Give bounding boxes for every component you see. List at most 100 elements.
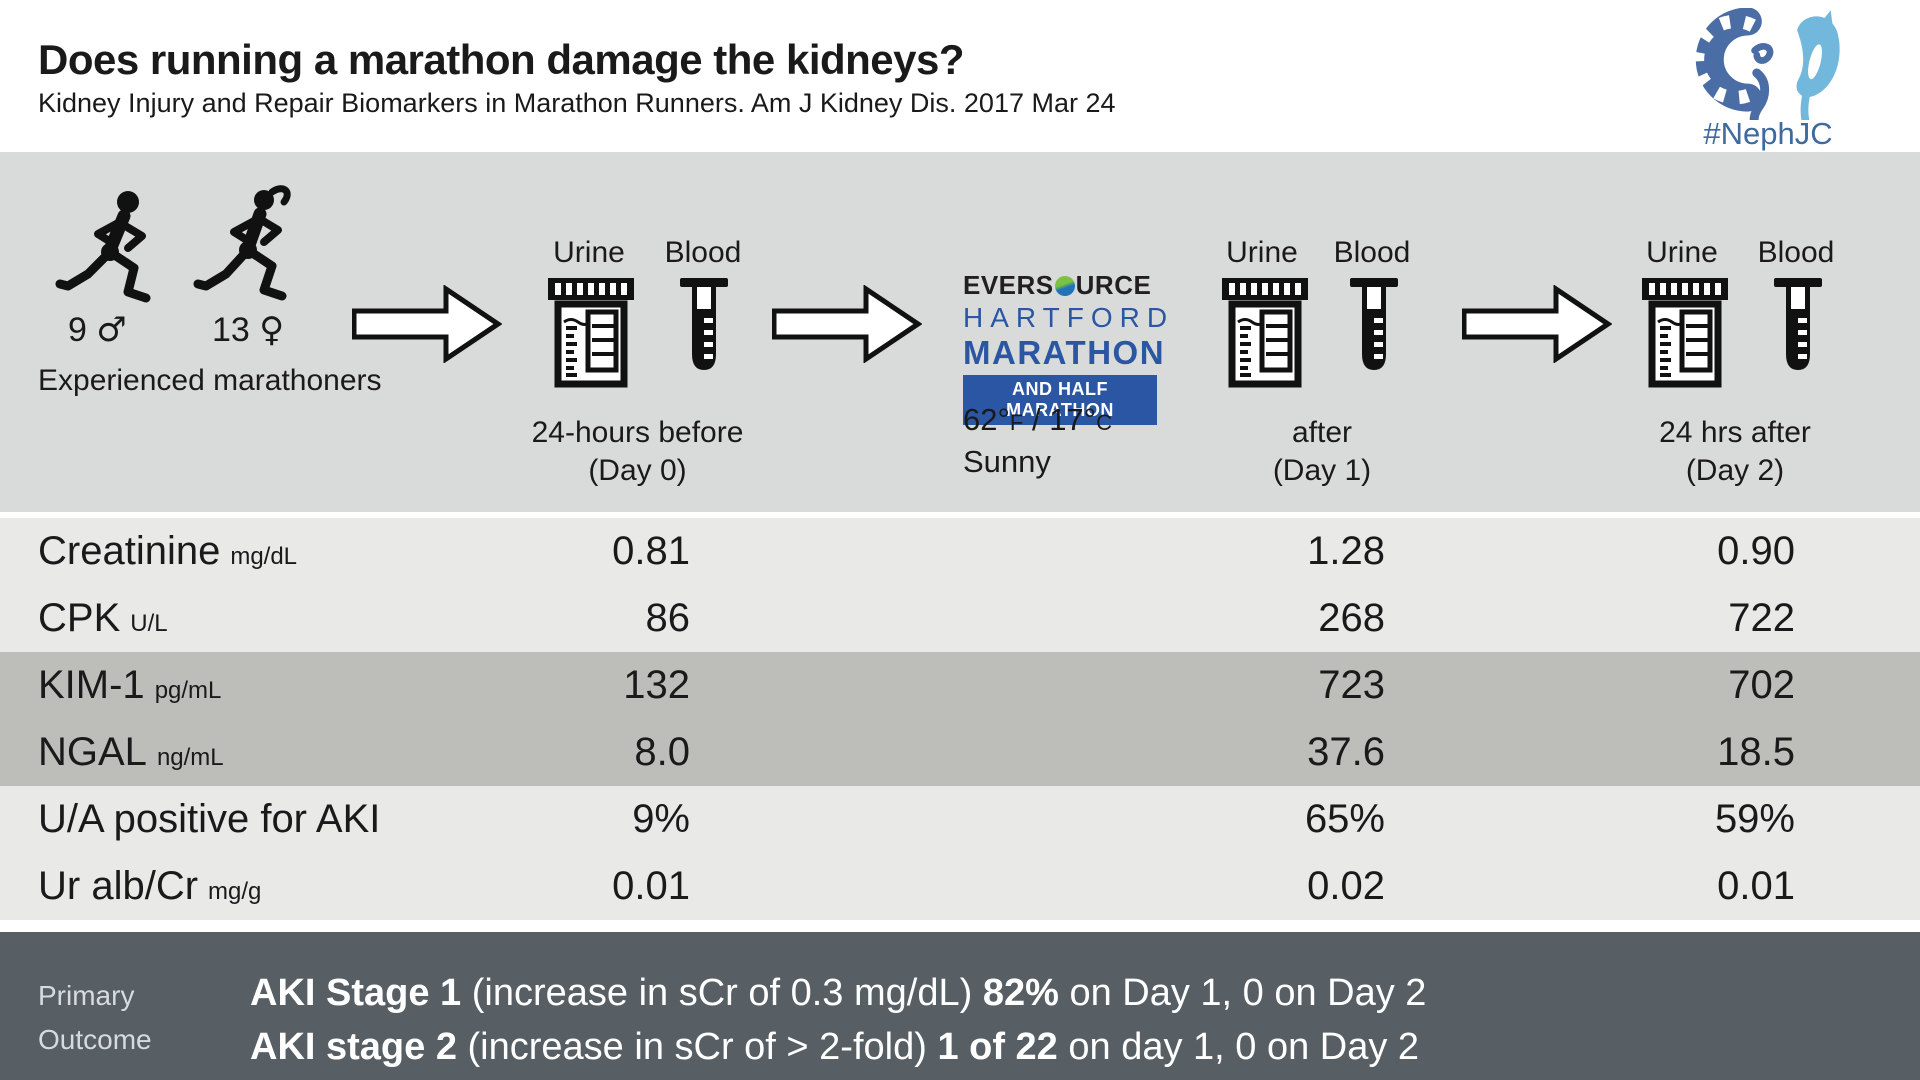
table-row: KIM-1 pg/mL 132 723 702 (0, 652, 1920, 719)
value-day2: 18.5 (1717, 730, 1795, 774)
value-day1: 268 (1318, 596, 1385, 640)
row-label: Creatinine mg/dL (38, 518, 297, 590)
female-count: 13 (212, 311, 250, 349)
temp-separator: / (1023, 402, 1050, 437)
outcome-heading-line2: Outcome (38, 1024, 152, 1055)
table-row: Ur alb/Cr mg/g 0.01 0.02 0.01 (0, 853, 1920, 920)
flow-arrow-icon (772, 285, 922, 363)
biomarker-table: Creatinine mg/dL 0.81 1.28 0.90 CPK U/L 86… (0, 518, 1920, 920)
temp-c-unit: C (1096, 410, 1112, 435)
timepoint-day2-line2: (Day 2) (1685, 454, 1785, 487)
male-cohort-count: 9 ♂ (68, 310, 127, 350)
row-label: CPK U/L (38, 585, 168, 657)
temp-f-value: 62° (963, 402, 1010, 437)
value-day0: 8.0 (634, 730, 690, 774)
blood-tube-icon (1774, 278, 1822, 380)
temp-c-value: 17° (1049, 402, 1097, 437)
urine-cup-icon (548, 278, 634, 388)
nephjc-logo-text: #NephJC (1703, 116, 1833, 151)
flow-arrow-icon (1462, 285, 1612, 363)
table-row: U/A positive for AKI 9% 65% 59% (0, 786, 1920, 853)
eversource-part2: URCE (1075, 270, 1152, 300)
female-symbol-icon: ♀ (259, 310, 285, 350)
weather-sky: Sunny (963, 444, 1051, 479)
value-day1: 723 (1318, 663, 1385, 707)
value-day1: 0.02 (1307, 864, 1385, 908)
hartford-wordmark: HARTFORD (963, 302, 1175, 333)
biomarker-name: Ur alb/Cr (38, 864, 199, 908)
biomarker-name: KIM-1 (38, 663, 145, 707)
page-subtitle: Kidney Injury and Repair Biomarkers in M… (38, 88, 1116, 118)
half-marathon-banner: AND HALF MARATHON (963, 375, 1157, 425)
marathon-logo: EVERS URCE HARTFORD MARATHON AND HALF MAR… (963, 270, 1175, 425)
outcome-text: AKI Stage 1 (increase in sCr of 0.3 mg/d… (250, 966, 1426, 1074)
timepoint-day2: 24 hrs after (Day 2) (1595, 414, 1875, 490)
outcome-heading-line1: Primary (38, 980, 135, 1011)
table-row: NGAL ng/mL 8.0 37.6 18.5 (0, 719, 1920, 786)
timepoint-day1-line2: (Day 1) (1272, 454, 1372, 487)
aki-stage1-detail: on Day 1, 0 on Day 2 (1058, 972, 1427, 1014)
blood-tube-icon (680, 278, 728, 380)
biomarker-unit: mg/dL (230, 543, 298, 570)
blood-label: Blood (1333, 236, 1411, 269)
page-title: Does running a marathon damage the kidne… (38, 36, 965, 83)
nephjc-logo: #NephJC (1688, 8, 1848, 152)
value-day0: 86 (645, 596, 691, 640)
value-day0: 132 (623, 663, 690, 707)
male-runner-icon (52, 186, 176, 318)
kidney-logo-icon (1688, 8, 1848, 120)
blood-label: Blood (1757, 236, 1835, 269)
primary-outcome-band: Primary Outcome AKI Stage 1 (increase in… (0, 932, 1920, 1080)
value-day2: 59% (1714, 797, 1795, 841)
urine-label: Urine (1646, 236, 1718, 269)
flow-arrow-icon (352, 285, 502, 363)
value-day1: 65% (1304, 797, 1385, 841)
timepoint-day0-line1: 24-hours before (531, 416, 744, 449)
blood-label: Blood (664, 236, 742, 269)
value-day2: 702 (1728, 663, 1795, 707)
row-label: Ur alb/Cr mg/g (38, 853, 261, 925)
biomarker-unit: mg/g (208, 878, 262, 905)
aki-stage2-label: AKI stage 2 (250, 1026, 457, 1068)
female-cohort-count: 13 ♀ (212, 310, 284, 350)
weather-temperature: 62°F / 17°C (963, 402, 1112, 438)
row-label: U/A positive for AKI (38, 786, 390, 858)
value-day2: 722 (1728, 596, 1795, 640)
biomarker-name: CPK (38, 596, 121, 640)
value-day1: 37.6 (1307, 730, 1385, 774)
row-label: NGAL ng/mL (38, 719, 224, 791)
study-flow-band: 9 ♂ 13 ♀ Experienced marathoners Urine B… (0, 152, 1920, 512)
timepoint-day1-line1: after (1291, 416, 1353, 449)
timepoint-day0: 24-hours before (Day 0) (495, 414, 780, 490)
biomarker-name: NGAL (38, 730, 147, 774)
timepoint-day2-line1: 24 hrs after (1659, 416, 1811, 449)
value-day2: 0.01 (1717, 864, 1795, 908)
eversource-wordmark: EVERS URCE (963, 270, 1163, 301)
eversource-part1: EVERS (963, 270, 1054, 300)
value-day1: 1.28 (1307, 529, 1385, 573)
eversource-globe-icon (1054, 276, 1075, 296)
aki-stage1-result: 82% (982, 972, 1059, 1014)
male-count: 9 (68, 311, 87, 349)
biomarker-name: Creatinine (38, 529, 221, 573)
timepoint-day1: after (Day 1) (1182, 414, 1462, 490)
aki-stage2-result: 1 of 22 (937, 1026, 1058, 1068)
outcome-line-2: AKI stage 2 (increase in sCr of > 2-fold… (250, 1020, 1426, 1074)
table-row: CPK U/L 86 268 722 (0, 585, 1920, 652)
urine-label: Urine (1226, 236, 1298, 269)
aki-stage1-label: AKI Stage 1 (250, 972, 462, 1014)
aki-stage2-detail: on day 1, 0 on Day 2 (1057, 1026, 1420, 1068)
temp-f-unit: F (1009, 410, 1024, 435)
marathon-wordmark: MARATHON (963, 334, 1166, 371)
aki-stage2-definition: (increase in sCr of > 2-fold) (456, 1026, 938, 1068)
timepoint-day0-line2: (Day 0) (588, 454, 687, 487)
outcome-line-1: AKI Stage 1 (increase in sCr of 0.3 mg/d… (250, 966, 1426, 1020)
value-day0: 9% (632, 797, 690, 841)
value-day0: 0.81 (612, 529, 690, 573)
biomarker-unit: pg/mL (154, 677, 222, 704)
value-day0: 0.01 (612, 864, 690, 908)
outcome-heading: Primary Outcome (38, 974, 152, 1062)
biomarker-name: U/A positive for AKI (38, 797, 381, 841)
cohort-label: Experienced marathoners (38, 364, 382, 397)
